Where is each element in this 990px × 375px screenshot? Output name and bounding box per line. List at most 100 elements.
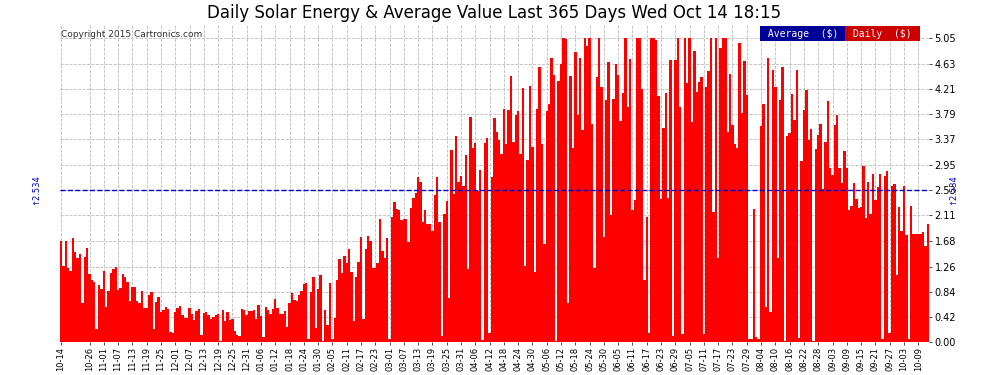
Bar [864,217,867,342]
Bar [317,289,320,342]
Bar [198,309,200,342]
Bar [755,337,757,342]
Bar [852,183,855,342]
Bar [891,186,893,342]
Bar [834,125,837,342]
Bar [169,333,171,342]
Bar [262,337,264,342]
Bar [112,269,115,342]
Bar [250,310,252,342]
Bar [155,302,157,342]
Bar [622,93,624,342]
Bar [843,152,845,342]
Bar [391,217,393,342]
Bar [136,301,139,342]
Bar [320,275,322,342]
Bar [344,256,346,342]
Bar [827,101,829,342]
Bar [547,104,550,342]
Bar [359,237,362,342]
Bar [479,170,481,342]
Bar [691,122,693,342]
Bar [215,315,217,342]
Bar [829,168,832,342]
Bar [820,124,822,342]
Bar [174,312,176,342]
Bar [332,339,334,342]
Bar [620,121,622,342]
Title: Daily Solar Energy & Average Value Last 365 Days Wed Oct 14 18:15: Daily Solar Energy & Average Value Last … [207,4,781,22]
Bar [886,171,888,342]
Text: ↑2.534: ↑2.534 [948,174,957,205]
Bar [660,199,662,342]
Bar [536,110,539,342]
Bar [539,66,541,342]
Bar [488,333,491,342]
Bar [259,316,262,342]
Bar [95,329,98,342]
Bar [545,111,547,342]
Bar [283,311,286,342]
Bar [329,283,332,342]
Bar [139,303,141,342]
Bar [884,176,886,342]
Bar [117,290,119,342]
Bar [779,100,781,342]
Bar [486,138,488,342]
Bar [869,214,872,342]
Bar [617,75,620,342]
Bar [300,291,303,342]
Bar [241,309,244,342]
Bar [739,43,741,342]
Bar [824,142,827,342]
Bar [159,312,162,342]
Bar [639,38,641,342]
Bar [574,52,576,342]
Bar [641,90,644,342]
Bar [288,303,291,342]
Bar [559,64,562,342]
Bar [736,148,739,342]
Bar [286,327,288,342]
Bar [662,128,664,342]
Bar [498,140,500,342]
Bar [244,310,246,342]
Bar [636,38,639,342]
Bar [552,75,555,342]
Bar [579,58,581,342]
Bar [441,336,444,342]
Bar [119,288,122,342]
Bar [127,282,129,342]
Bar [267,310,269,342]
Bar [279,314,281,342]
Bar [467,269,469,342]
Bar [550,58,552,342]
Bar [91,280,93,342]
Bar [876,187,879,342]
Bar [64,241,67,342]
Bar [576,115,579,342]
Bar [229,320,232,342]
Bar [355,277,357,342]
Bar [79,255,81,342]
Bar [760,126,762,342]
Bar [412,198,415,342]
Bar [710,38,712,342]
Bar [396,209,398,342]
Bar [129,301,132,342]
Bar [584,38,586,342]
Bar [752,209,755,342]
Bar [152,328,155,342]
Bar [246,315,248,342]
Bar [148,295,150,342]
Bar [593,268,596,342]
Bar [788,133,791,342]
Bar [122,273,124,342]
Bar [764,307,767,342]
Bar [627,107,629,342]
Bar [903,186,905,342]
Bar [822,189,824,342]
Bar [369,241,371,342]
Bar [900,231,903,342]
Bar [379,219,381,342]
